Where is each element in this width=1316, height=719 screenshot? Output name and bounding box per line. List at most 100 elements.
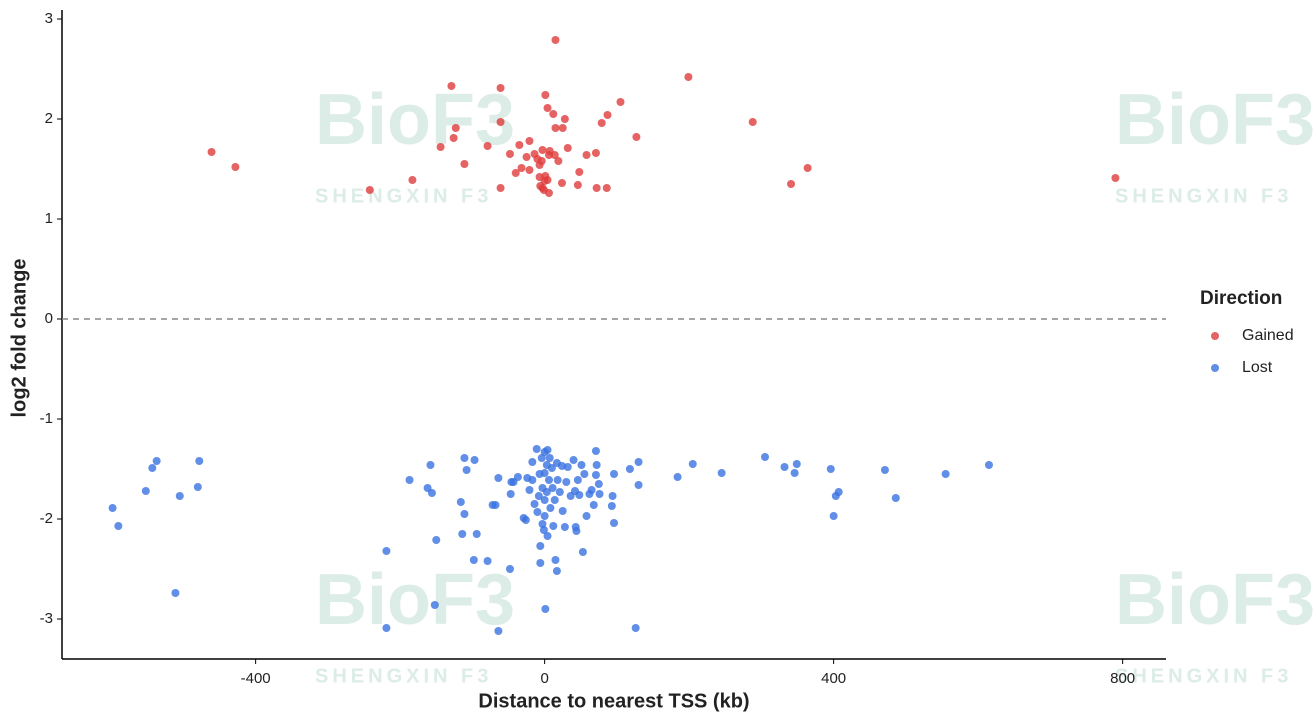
point: [554, 157, 563, 165]
point: [941, 470, 950, 478]
point: [551, 556, 560, 564]
point: [829, 512, 838, 520]
point: [595, 490, 604, 498]
point: [458, 530, 467, 538]
point: [550, 151, 559, 159]
point: [549, 522, 558, 530]
point: [587, 486, 596, 494]
point: [543, 104, 552, 112]
point: [562, 478, 571, 486]
point: [984, 461, 993, 469]
point: [602, 184, 611, 192]
point: [673, 473, 682, 481]
point: [533, 508, 542, 516]
y-tick-label: -2: [40, 510, 53, 527]
watermark-sub: SHENGXIN F3: [315, 665, 492, 687]
point: [175, 492, 184, 500]
point: [517, 164, 526, 172]
point: [511, 169, 520, 177]
point: [552, 567, 561, 575]
point: [549, 110, 558, 118]
x-tick-label: -400: [241, 670, 271, 687]
point: [456, 498, 465, 506]
y-tick-label: -1: [40, 410, 53, 427]
point: [591, 149, 600, 157]
x-tick-label: 0: [540, 670, 548, 687]
point: [535, 161, 544, 169]
watermark: BioF3: [315, 560, 515, 640]
point: [541, 605, 550, 613]
point: [569, 456, 578, 464]
point: [528, 476, 537, 484]
point: [494, 474, 503, 482]
point: [546, 504, 555, 512]
point: [688, 460, 697, 468]
point: [148, 464, 157, 472]
point: [536, 542, 545, 550]
point: [573, 181, 582, 189]
point: [496, 118, 505, 126]
point: [540, 496, 549, 504]
point: [594, 480, 603, 488]
point: [761, 453, 770, 461]
point: [558, 124, 567, 132]
point: [451, 124, 460, 132]
point: [152, 457, 161, 465]
legend-label: Gained: [1242, 327, 1294, 344]
point: [426, 461, 435, 469]
point: [790, 469, 799, 477]
point: [589, 501, 598, 509]
point: [608, 492, 617, 500]
point: [787, 180, 796, 188]
point: [494, 627, 503, 635]
watermark: BioF3: [1115, 560, 1315, 640]
legend-marker: [1211, 332, 1219, 340]
legend-label: Lost: [1242, 359, 1273, 376]
point: [543, 446, 552, 454]
point: [430, 601, 439, 609]
point: [408, 176, 417, 184]
point: [553, 476, 562, 484]
point: [141, 487, 150, 495]
point: [491, 501, 500, 509]
point: [551, 36, 560, 44]
point: [607, 502, 616, 510]
point: [382, 624, 391, 632]
point: [460, 160, 469, 168]
point: [631, 624, 640, 632]
point: [537, 454, 546, 462]
point: [540, 469, 549, 477]
point: [544, 476, 553, 484]
point: [231, 163, 240, 171]
point: [880, 466, 889, 474]
y-tick-label: 0: [45, 310, 53, 327]
watermark: BioF3: [315, 80, 515, 160]
point: [545, 454, 554, 462]
point: [610, 519, 618, 527]
point: [538, 520, 547, 528]
x-tick-label: 400: [821, 670, 846, 687]
point: [506, 490, 515, 498]
point: [522, 153, 531, 161]
point: [684, 73, 693, 81]
point: [108, 504, 117, 512]
point: [582, 151, 591, 159]
point: [540, 512, 549, 520]
point: [513, 473, 522, 481]
point: [542, 488, 551, 496]
point: [891, 494, 900, 502]
point: [538, 146, 547, 154]
point: [563, 144, 572, 152]
point: [534, 492, 543, 500]
point: [834, 488, 843, 496]
point: [365, 186, 374, 194]
point: [460, 510, 469, 518]
x-tick-label: 800: [1110, 670, 1135, 687]
legend-title: Direction: [1200, 288, 1282, 309]
point: [625, 465, 634, 473]
point: [460, 454, 469, 462]
point: [547, 464, 556, 472]
point: [483, 142, 492, 150]
